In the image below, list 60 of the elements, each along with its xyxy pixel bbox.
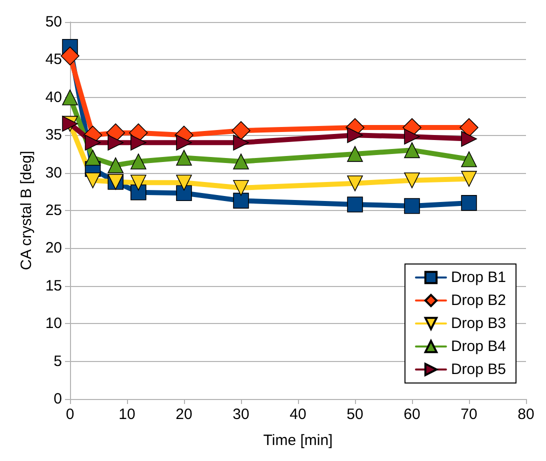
point xyxy=(62,90,78,106)
point xyxy=(84,172,101,188)
y-tick-label: 25 xyxy=(45,202,62,219)
x-tick-label: 0 xyxy=(66,406,74,423)
x-axis-title: Time [min] xyxy=(263,432,333,449)
point xyxy=(130,174,146,190)
y-tick-label: 5 xyxy=(54,352,62,370)
legend-label: Drop B1 xyxy=(450,269,506,286)
point xyxy=(84,134,101,151)
point xyxy=(233,154,249,170)
point xyxy=(347,175,363,192)
y-tick-label: 10 xyxy=(45,315,62,332)
point xyxy=(176,174,192,190)
point xyxy=(108,134,124,151)
point xyxy=(130,134,146,151)
x-tick-label: 60 xyxy=(404,406,420,423)
point xyxy=(461,170,477,187)
x-tick-label: 10 xyxy=(118,406,136,423)
y-tick-label: 15 xyxy=(45,277,62,294)
point xyxy=(60,46,80,66)
point xyxy=(347,127,363,143)
y-tick-label: 50 xyxy=(45,14,62,30)
point xyxy=(108,157,124,174)
point xyxy=(461,130,477,147)
y-tick-label: 45 xyxy=(45,51,62,68)
point xyxy=(404,128,420,145)
point xyxy=(404,142,420,158)
x-tick-label: 40 xyxy=(290,406,306,423)
y-tick-label: 0 xyxy=(54,390,62,408)
point xyxy=(130,154,146,170)
y-tick-label: 20 xyxy=(45,240,62,257)
y-axis-title: CA crystal B [deg] xyxy=(18,150,35,270)
x-tick-label: 70 xyxy=(460,406,478,423)
point xyxy=(176,185,192,202)
y-tick-label: 35 xyxy=(45,126,62,144)
x-tick-label: 80 xyxy=(518,406,534,423)
point xyxy=(233,134,249,151)
legend-label: Drop B3 xyxy=(450,315,506,332)
point xyxy=(176,150,192,166)
y-tick-label: 30 xyxy=(45,164,62,182)
y-tick-label: 40 xyxy=(45,88,62,106)
point xyxy=(233,192,249,209)
point xyxy=(460,118,478,137)
point xyxy=(404,198,420,214)
legend-label: Drop B2 xyxy=(450,292,506,309)
legend-label: Drop B5 xyxy=(450,361,506,378)
point xyxy=(461,151,477,168)
point xyxy=(347,196,363,212)
point xyxy=(404,172,420,188)
point xyxy=(461,195,477,211)
point xyxy=(84,150,101,166)
point xyxy=(232,121,250,140)
point xyxy=(347,146,363,162)
legend-label: Drop B4 xyxy=(450,338,506,355)
x-tick-label: 20 xyxy=(176,406,192,423)
point xyxy=(130,184,146,200)
x-tick-label: 50 xyxy=(346,406,364,423)
point xyxy=(233,180,249,196)
x-tick-label: 30 xyxy=(232,406,250,423)
point xyxy=(176,134,192,151)
